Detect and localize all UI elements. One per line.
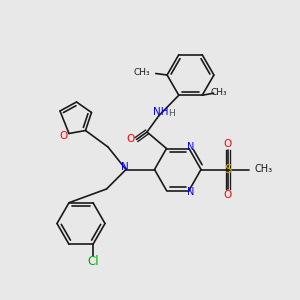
Text: N: N	[121, 161, 128, 172]
Text: H: H	[168, 109, 174, 118]
Text: S: S	[224, 163, 232, 176]
Text: CH₃: CH₃	[134, 68, 151, 77]
Text: O: O	[224, 139, 232, 149]
Text: Cl: Cl	[87, 255, 99, 268]
Text: CH₃: CH₃	[254, 164, 272, 175]
Text: N: N	[187, 187, 194, 197]
Text: CH₃: CH₃	[210, 88, 227, 97]
Text: O: O	[224, 190, 232, 200]
Text: O: O	[59, 131, 67, 141]
Text: N: N	[187, 142, 194, 152]
Text: O: O	[126, 134, 135, 145]
Text: NH: NH	[153, 107, 168, 117]
